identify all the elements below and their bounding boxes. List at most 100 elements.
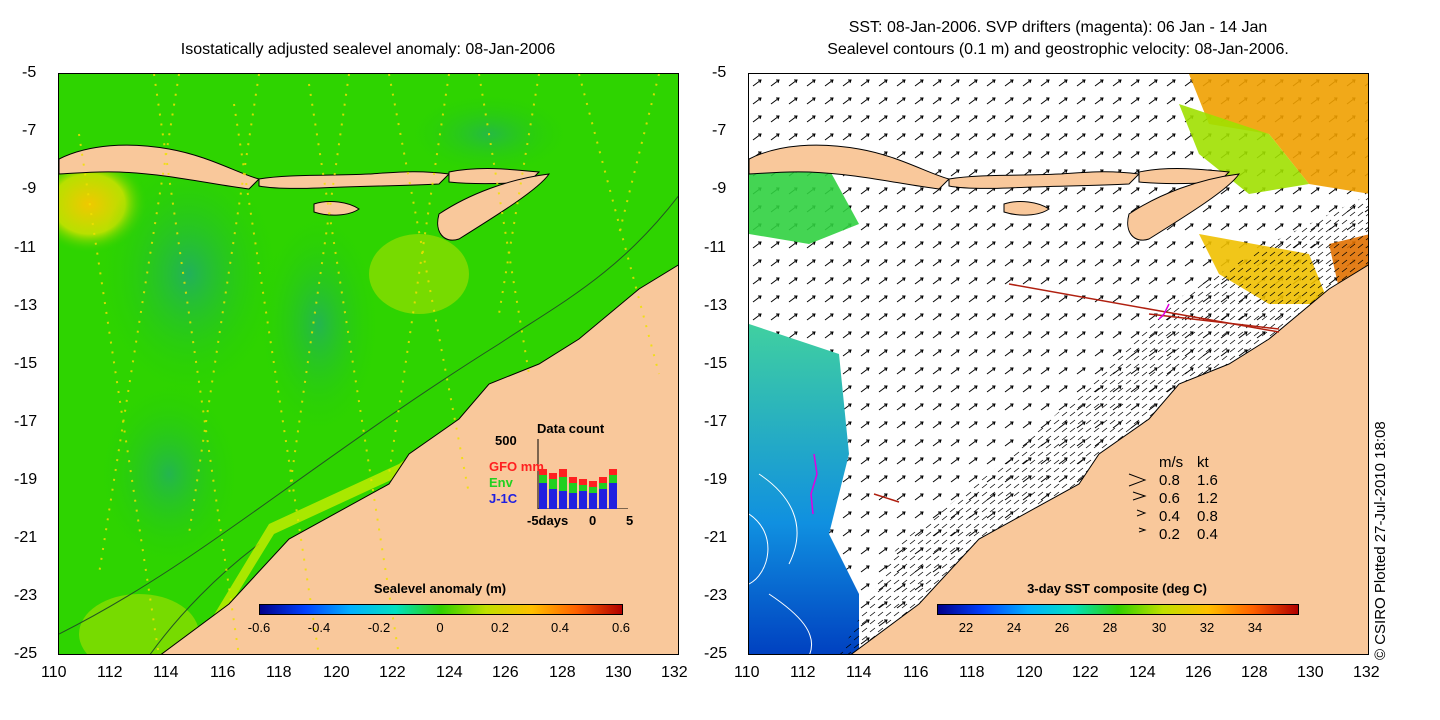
x-tick-label: 122 [1072,664,1099,681]
drifter-tracks [873,283,1280,503]
australia-landmass [160,264,678,654]
lesser-sunda-islands [948,171,1141,189]
data-count-max-label: 500 [495,433,517,448]
x-tick-label: 118 [266,664,292,681]
negative-anomaly-blob [99,384,239,564]
data-count-xtick: 0 [589,513,597,528]
sst-colorbar-tick: 28 [1102,620,1118,635]
y-tick-label: -13 [14,297,38,314]
sumba-island [1003,201,1050,216]
java-island [59,144,260,190]
x-tick-label: 124 [1129,664,1156,681]
x-tick-label: 126 [1185,664,1212,681]
sst-northeast-patch [1179,104,1309,194]
sealevel-colorbar-tick: 0.2 [490,620,510,635]
right-map-title-line1: SST: 08-Jan-2006. SVP drifters (magenta)… [848,19,1268,36]
australia-landmass [850,264,1368,654]
shelf-contour [149,543,260,654]
data-count-legend-j1c: J-1C [489,491,518,506]
y-tick-label: -17 [14,413,38,430]
sealevel-colorbar-tick: 0.6 [611,620,631,635]
sealevel-colorbar [259,604,623,615]
velocity-legend-kt-value: 1.2 [1197,490,1218,507]
sealevel-contours [749,473,813,654]
right-map-canvas [749,74,1368,654]
velocity-legend-ms-header: m/s [1159,454,1184,471]
y-tick-label: -19 [704,471,728,488]
y-tick-label: -15 [704,355,728,372]
altimeter-tracks [78,74,660,654]
lesser-sunda-islands [258,171,451,189]
velocity-legend-kt-value: 1.6 [1197,472,1218,489]
sst-west-patch [749,164,859,244]
data-count-xtick: 5 [626,513,634,528]
sst-colorbar-tick: 26 [1054,620,1070,635]
sst-colorbar-tick: 30 [1151,620,1167,635]
negative-anomaly-blob [259,214,379,434]
svp-drifter-magenta [810,453,818,515]
x-tick-label: 132 [661,664,688,681]
y-tick-label: -17 [704,413,728,430]
velocity-legend-ms-value: 0.2 [1159,526,1180,543]
svp-drifter-magenta [1158,303,1170,320]
left-map-canvas [59,74,678,654]
x-tick-label: 120 [1016,664,1043,681]
sst-colorbar-title: 3-day SST composite (deg C) [1027,581,1207,596]
x-tick-label: 128 [549,664,576,681]
y-tick-label: -25 [14,645,38,662]
shelf-contour [59,195,678,635]
left-map-title: Isostatically adjusted sealevel anomaly:… [180,41,556,58]
sst-colorbar-tick: 24 [1006,620,1022,635]
y-tick-label: -11 [704,239,726,256]
sealevel-colorbar-title: Sealevel anomaly (m) [373,581,507,596]
x-tick-label: 110 [734,664,760,681]
x-tick-label: 128 [1241,664,1268,681]
y-tick-label: -5 [712,64,727,81]
sealevel-colorbar-tick: 0 [436,620,444,635]
timor-island [1127,173,1241,241]
sealevel-colorbar-tick: -0.2 [367,620,391,635]
y-tick-label: -23 [704,587,728,604]
sealevel-colorbar-tick: 0.4 [550,620,570,635]
velocity-legend: m/s kt 0.8 1.6 0.6 1.2 0.4 0.8 0.2 0.4 [1127,454,1227,544]
data-count-xtick: -5days [527,513,569,528]
y-tick-label: -21 [704,529,728,546]
y-tick-label: -11 [14,239,36,256]
y-tick-label: -23 [14,587,38,604]
y-tick-label: -5 [22,64,37,81]
x-tick-label: 130 [605,664,632,681]
data-count-legend-gfo: GFO mm [489,459,544,474]
sealevel-colorbar-tick: -0.6 [247,620,271,635]
x-tick-label: 120 [323,664,350,681]
x-tick-label: 124 [436,664,463,681]
x-tick-label: 126 [492,664,519,681]
y-tick-label: -21 [14,529,38,546]
x-tick-label: 122 [379,664,406,681]
right-map-title-line2: Sealevel contours (0.1 m) and geostrophi… [827,41,1289,58]
java-island [749,144,950,190]
x-tick-label: 118 [959,664,985,681]
x-tick-label: 112 [97,664,123,681]
x-tick-label: 114 [846,664,872,681]
plot-credit: © CSIRO Plotted 27-Jul-2010 18:08 [1372,421,1389,660]
left-map-panel: Data count 500 GFO mm Env J-1C -5days 0 … [58,73,679,655]
velocity-legend-kt-value: 0.4 [1197,526,1218,543]
positive-anomaly-blob [369,234,469,314]
x-tick-label: 112 [790,664,816,681]
data-count-bars [537,439,628,509]
x-tick-label: 132 [1353,664,1380,681]
sst-colorbar-tick: 32 [1199,620,1215,635]
data-count-title: Data count [537,421,605,436]
negative-anomaly-blob [99,154,279,394]
y-tick-label: -7 [22,122,37,139]
velocity-legend-ms-value: 0.8 [1159,472,1180,489]
sst-west-patch [749,324,859,654]
velocity-legend-ms-value: 0.4 [1159,508,1180,525]
y-tick-label: -25 [704,645,728,662]
sst-northeast-patch [1189,74,1368,194]
y-tick-label: -13 [704,297,728,314]
x-tick-label: 116 [903,664,929,681]
y-tick-label: -19 [14,471,38,488]
x-tick-label: 110 [41,664,67,681]
data-count-inset: Data count 500 GFO mm Env J-1C -5days 0 … [489,419,639,539]
